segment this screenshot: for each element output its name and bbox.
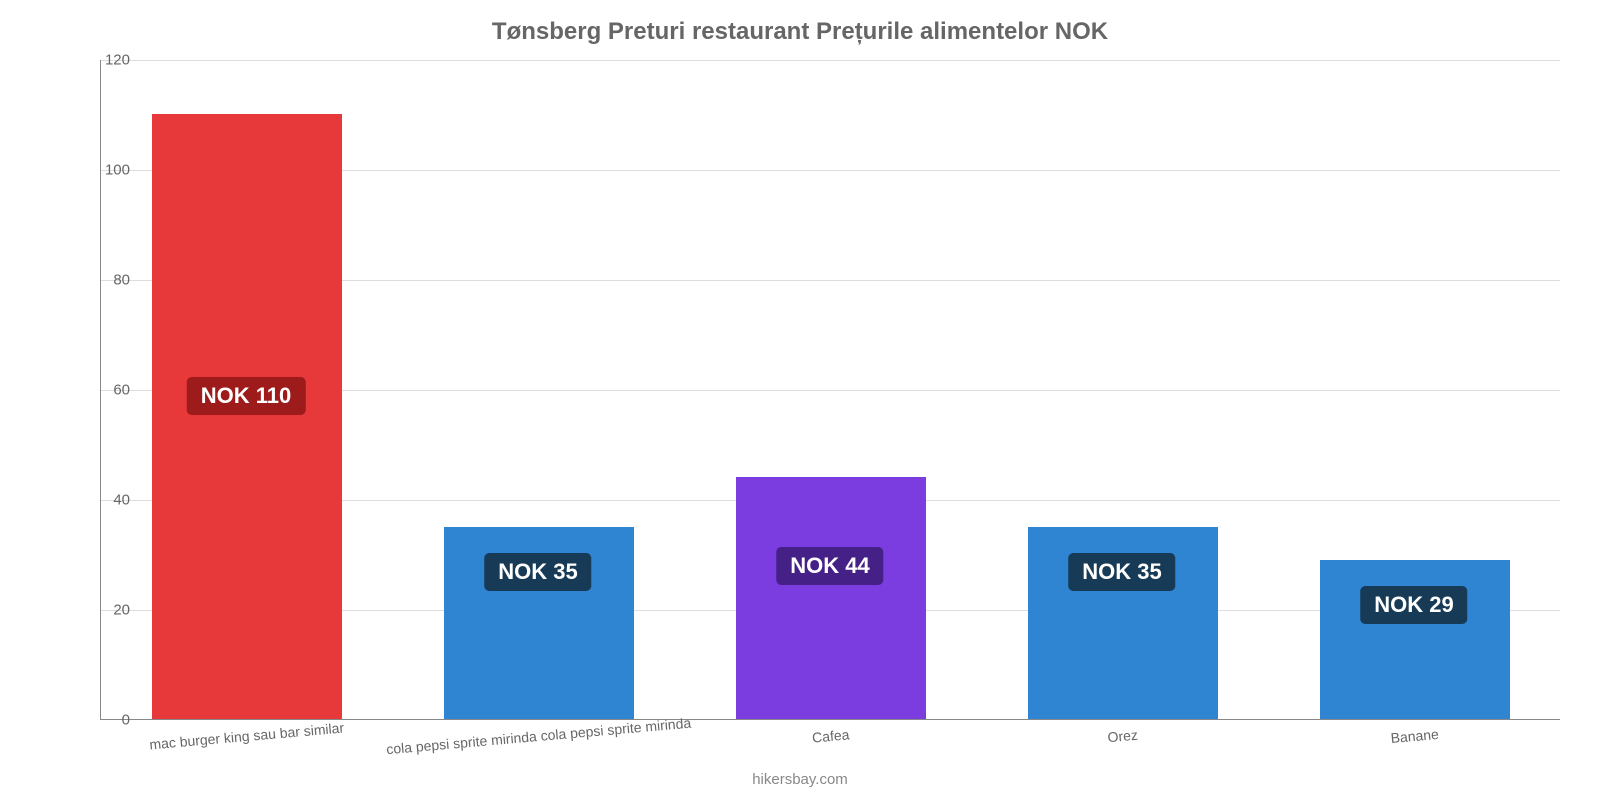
chart-title: Tønsberg Preturi restaurant Prețurile al… [0, 18, 1600, 46]
y-tick-label: 120 [70, 52, 130, 69]
x-axis-label: Banane [1390, 726, 1439, 746]
price-chart: Tønsberg Preturi restaurant Prețurile al… [0, 0, 1600, 800]
x-axis-label: Orez [1107, 727, 1139, 746]
source-label: hikersbay.com [0, 771, 1600, 788]
value-badge: NOK 29 [1360, 586, 1467, 624]
y-tick-label: 40 [70, 492, 130, 509]
value-badge: NOK 110 [187, 377, 306, 415]
value-badge: NOK 35 [484, 553, 591, 591]
y-tick-label: 0 [70, 712, 130, 729]
x-axis-label: cola pepsi sprite mirinda cola pepsi spr… [386, 715, 692, 758]
y-tick-label: 60 [70, 382, 130, 399]
y-tick-label: 20 [70, 602, 130, 619]
x-axis-label: Cafea [811, 726, 850, 745]
gridline [101, 60, 1560, 61]
bar [152, 114, 342, 719]
value-badge: NOK 35 [1068, 553, 1175, 591]
x-axis-label: mac burger king sau bar similar [149, 719, 345, 752]
y-tick-label: 80 [70, 272, 130, 289]
plot-area [100, 60, 1560, 720]
bar [1320, 560, 1510, 720]
bar [736, 477, 926, 719]
y-tick-label: 100 [70, 162, 130, 179]
value-badge: NOK 44 [776, 547, 883, 585]
